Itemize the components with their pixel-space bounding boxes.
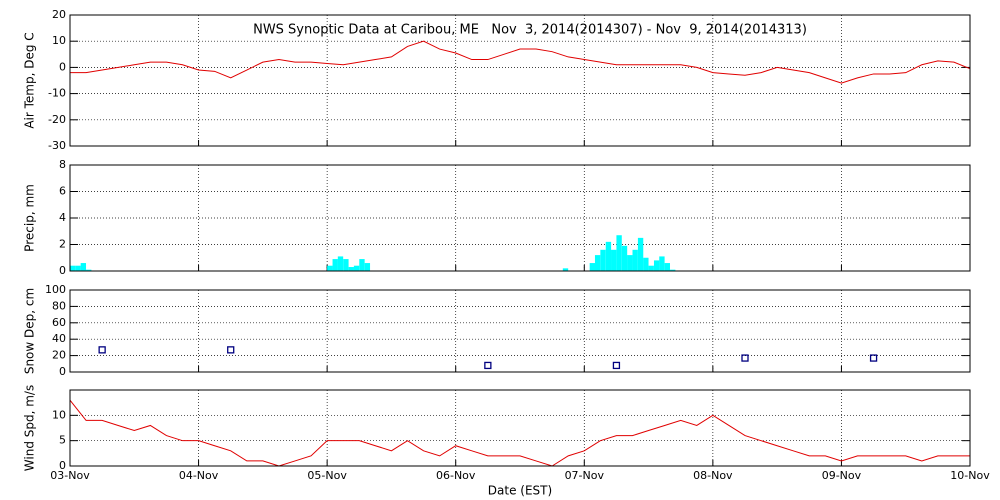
y-tick-label: -20 (48, 113, 66, 126)
x-tick-label: 03-Nov (50, 469, 90, 482)
y-axis-label: Snow Dep, cm (23, 288, 37, 374)
bar (348, 267, 354, 271)
bar (616, 235, 622, 271)
point (741, 354, 749, 362)
y-tick-label: 20 (52, 8, 66, 21)
y-tick-label: 80 (52, 299, 66, 312)
plot-frame (69, 389, 971, 467)
y-axis-label: Air Temp, Deg C (23, 32, 37, 128)
y-tick-label: -30 (48, 139, 66, 152)
bar (589, 263, 596, 271)
y-axis-label: Precip, mm (23, 184, 37, 252)
bar (643, 257, 649, 271)
line (70, 40, 971, 84)
x-tick-label: 05-Nov (307, 469, 347, 482)
y-tick-label: 5 (59, 434, 66, 447)
point (98, 346, 106, 354)
y-tick-label: 2 (59, 238, 66, 251)
bar (80, 263, 87, 271)
bar (605, 241, 612, 271)
y-tick-label: 6 (59, 185, 66, 198)
bar (332, 259, 338, 271)
bar (594, 255, 601, 271)
y-tick-label: 10 (52, 34, 66, 47)
y-tick-label: -10 (48, 87, 66, 100)
bar (364, 263, 371, 271)
bar (627, 255, 633, 271)
bar (600, 249, 606, 271)
bar (621, 245, 628, 271)
bar (648, 265, 654, 271)
bar (75, 265, 81, 271)
point (869, 354, 878, 362)
x-tick-label: 10-Nov (950, 469, 990, 482)
bar (670, 269, 676, 271)
y-tick-label: 100 (45, 283, 66, 296)
bar (327, 265, 333, 271)
plot-frame (69, 14, 971, 147)
x-axis-label: Date (EST) (488, 484, 552, 498)
bar (337, 256, 344, 271)
x-tick-label: 08-Nov (693, 469, 733, 482)
bar (659, 256, 665, 271)
bar (664, 263, 670, 271)
bar (637, 237, 644, 271)
x-tick-label: 06-Nov (436, 469, 476, 482)
bar (611, 249, 617, 271)
bar (86, 269, 92, 271)
plot-frame (69, 164, 971, 272)
line (69, 399, 970, 467)
y-tick-label: 0 (59, 60, 66, 73)
bar (632, 249, 638, 271)
y-tick-label: 40 (52, 332, 66, 345)
bar (343, 259, 349, 271)
bar (653, 260, 660, 271)
chart-title: NWS Synoptic Data at Caribou, ME Nov 3, … (253, 23, 807, 38)
y-tick-label: 8 (59, 158, 66, 171)
bar (70, 265, 76, 271)
point (612, 361, 621, 370)
y-tick-label: 4 (59, 211, 66, 224)
y-tick-label: 0 (59, 459, 66, 472)
point (227, 346, 235, 354)
point (484, 361, 492, 370)
plot-frame (69, 289, 971, 373)
y-tick-label: 20 (52, 349, 66, 362)
y-tick-label: 0 (59, 264, 66, 277)
bar (353, 265, 360, 271)
bar (359, 259, 365, 271)
bar (562, 268, 569, 271)
y-tick-label: 10 (52, 408, 66, 421)
y-tick-label: 60 (52, 316, 66, 329)
x-tick-label: 04-Nov (179, 469, 219, 482)
x-tick-label: 07-Nov (565, 469, 605, 482)
y-axis-label: Wind Spd, m/s (23, 385, 37, 471)
x-tick-label: 09-Nov (822, 469, 862, 482)
y-tick-label: 0 (59, 365, 66, 378)
